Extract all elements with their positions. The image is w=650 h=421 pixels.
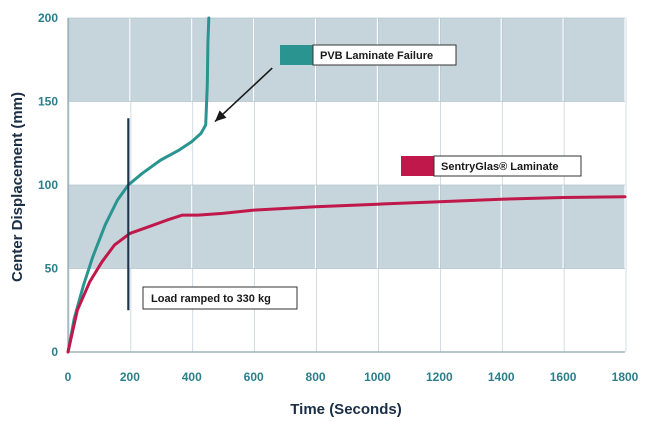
annotations: [127, 67, 273, 311]
legend-pvb: PVB Laminate Failure: [280, 44, 457, 66]
x-tick-800: 800: [306, 370, 326, 384]
failure-arrow-shaft: [214, 67, 273, 123]
load-annotation-box: [142, 286, 298, 310]
y-tick-150: 150: [38, 95, 58, 109]
series-lines: [66, 16, 627, 354]
y-tick-200: 200: [38, 11, 58, 25]
legend-pvb-swatch: [280, 45, 313, 65]
legend-sentryglas-label: SentryGlas® Laminate: [441, 161, 559, 173]
load-annotation: Load ramped to 330 kg: [142, 286, 298, 310]
failure-arrow-head: [214, 110, 227, 122]
x-tick-1000: 1000: [364, 370, 391, 384]
y-tick-0: 0: [51, 345, 58, 359]
x-tick-0: 0: [65, 370, 72, 384]
x-axis-title: Time (Seconds): [290, 401, 401, 418]
legend-sentryglas: SentryGlas® Laminate: [401, 155, 582, 177]
x-tick-1400: 1400: [488, 370, 515, 384]
x-tick-1600: 1600: [550, 370, 577, 384]
legend-pvb-box: [312, 44, 457, 66]
y-tick-50: 50: [45, 262, 59, 276]
axes: [67, 18, 625, 353]
legend-pvb-label: PVB Laminate Failure: [320, 50, 433, 62]
x-tick-600: 600: [244, 370, 264, 384]
x-tick-1200: 1200: [426, 370, 453, 384]
series-pvb-line: [66, 16, 211, 354]
legend-sentryglas-box: [433, 155, 582, 177]
legend-sentryglas-swatch: [401, 156, 434, 176]
series-sentryglas-line: [66, 195, 627, 354]
band-0-50: [68, 268, 625, 352]
x-tick-1800: 1800: [612, 370, 639, 384]
load-annotation-label: Load ramped to 330 kg: [151, 293, 271, 305]
x-tick-200: 200: [120, 370, 140, 384]
x-tick-400: 400: [182, 370, 202, 384]
y-tick-labels: 0 50 100 150 200: [38, 11, 58, 359]
x-tick-labels: 0 200 400 600 800 1000 1200 1400 1600 1800: [65, 370, 639, 384]
y-tick-100: 100: [38, 178, 58, 192]
y-axis-title: Center Displacement (mm): [9, 92, 26, 282]
